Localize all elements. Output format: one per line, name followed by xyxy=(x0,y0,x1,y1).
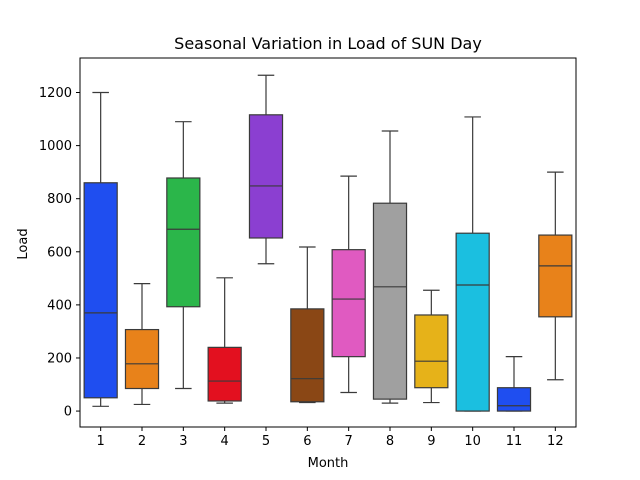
box-month-12 xyxy=(538,171,573,381)
iqr-box xyxy=(414,314,449,389)
iqr-box xyxy=(455,232,490,412)
x-tick-label: 10 xyxy=(464,434,481,449)
plot-area xyxy=(83,74,573,412)
x-tick-label: 3 xyxy=(179,434,187,449)
iqr-box xyxy=(124,328,160,390)
plot-frame xyxy=(79,57,577,428)
iqr-box xyxy=(372,202,408,400)
x-tick-label: 9 xyxy=(427,434,435,449)
box-month-8 xyxy=(372,130,408,404)
box-month-10 xyxy=(455,116,490,412)
box-month-3 xyxy=(166,121,201,390)
x-tick-label: 8 xyxy=(386,434,394,449)
iqr-box xyxy=(290,308,325,403)
iqr-box xyxy=(207,346,242,402)
box-month-6 xyxy=(290,246,325,404)
x-tick-label: 5 xyxy=(262,434,270,449)
y-tick-label: 400 xyxy=(47,298,72,313)
x-tick-label: 11 xyxy=(506,434,523,449)
x-axis: 1 2 3 4 5 6 7 8 9 10 11 12 xyxy=(97,427,564,449)
iqr-box xyxy=(166,177,201,308)
y-tick-label: 200 xyxy=(47,351,72,366)
chart-title: Seasonal Variation in Load of SUN Day xyxy=(174,34,482,53)
x-tick-label: 1 xyxy=(97,434,105,449)
iqr-box xyxy=(331,249,366,358)
y-tick-label: 1000 xyxy=(39,139,72,154)
x-tick-label: 2 xyxy=(138,434,146,449)
x-tick-label: 4 xyxy=(221,434,229,449)
box-month-4 xyxy=(207,277,242,404)
y-tick-label: 0 xyxy=(64,405,72,420)
y-axis: 0 200 400 600 800 1000 1200 xyxy=(39,86,80,420)
box-month-9 xyxy=(414,289,449,404)
x-axis-label: Month xyxy=(308,456,349,471)
y-axis-label: Load xyxy=(16,228,31,259)
x-tick-label: 12 xyxy=(547,434,564,449)
y-tick-label: 600 xyxy=(47,245,72,260)
x-tick-label: 6 xyxy=(303,434,311,449)
box-month-5 xyxy=(248,74,284,265)
x-tick-label: 7 xyxy=(345,434,353,449)
iqr-box xyxy=(538,234,573,318)
iqr-box xyxy=(83,182,118,399)
y-tick-label: 1200 xyxy=(39,86,72,101)
box-month-1 xyxy=(83,91,118,407)
box-month-7 xyxy=(331,175,366,394)
box-month-11 xyxy=(496,356,532,412)
iqr-box xyxy=(248,114,284,239)
y-tick-label: 800 xyxy=(47,192,72,207)
box-month-2 xyxy=(124,283,160,406)
iqr-box xyxy=(496,387,532,412)
